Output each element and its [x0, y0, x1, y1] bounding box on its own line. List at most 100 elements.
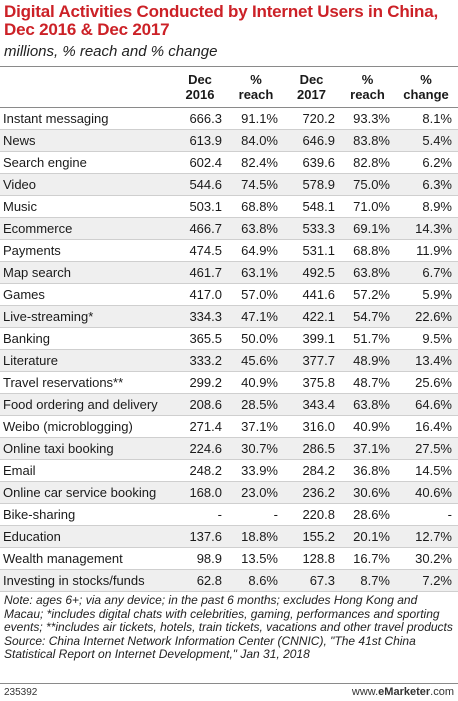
cell-reach-2016: 50.0%	[234, 327, 288, 350]
row-label: Literature	[0, 349, 178, 372]
table-row: Live-streaming* 334.3 47.1% 422.1 54.7% 22.6%	[0, 305, 458, 328]
header-label	[0, 66, 178, 108]
cell-reach-2016: 45.6%	[234, 349, 288, 372]
cell-dec-2016: 365.5	[178, 327, 234, 350]
cell-reach-2016: 23.0%	[234, 481, 288, 504]
cell-dec-2016: 62.8	[178, 569, 234, 592]
cell-dec-2016: 666.3	[178, 107, 234, 130]
cell-reach-2017: 54.7%	[345, 305, 400, 328]
cell-dec-2017: 531.1	[288, 239, 345, 262]
cell-dec-2016: 248.2	[178, 459, 234, 482]
header-change: % change	[400, 66, 458, 108]
cell-reach-2016: 8.6%	[234, 569, 288, 592]
cell-reach-2017: 83.8%	[345, 129, 400, 152]
cell-reach-2016: 18.8%	[234, 525, 288, 548]
cell-reach-2016: 13.5%	[234, 547, 288, 570]
row-label: Weibo (microblogging)	[0, 415, 178, 438]
cell-dec-2017: 492.5	[288, 261, 345, 284]
row-label: Bike-sharing	[0, 503, 178, 526]
cell-reach-2016: 47.1%	[234, 305, 288, 328]
cell-reach-2017: 16.7%	[345, 547, 400, 570]
cell-reach-2017: 57.2%	[345, 283, 400, 306]
row-label: Wealth management	[0, 547, 178, 570]
cell-dec-2017: 548.1	[288, 195, 345, 218]
row-label: Music	[0, 195, 178, 218]
cell-dec-2016: 544.6	[178, 173, 234, 196]
cell-reach-2017: 82.8%	[345, 151, 400, 174]
table-row: Literature 333.2 45.6% 377.7 48.9% 13.4%	[0, 349, 458, 372]
cell-reach-2016: 63.8%	[234, 217, 288, 240]
cell-reach-2017: 30.6%	[345, 481, 400, 504]
cell-change: 8.9%	[400, 195, 458, 218]
table-row: Food ordering and delivery 208.6 28.5% 343.…	[0, 393, 458, 416]
cell-dec-2017: 646.9	[288, 129, 345, 152]
cell-reach-2016: 33.9%	[234, 459, 288, 482]
cell-change: 22.6%	[400, 305, 458, 328]
table-body: Instant messaging 666.3 91.1% 720.2 93.3% 8.1…	[0, 107, 458, 592]
source-text: Source: China Internet Network Informati…	[4, 633, 416, 661]
cell-change: 6.3%	[400, 173, 458, 196]
cell-dec-2017: 422.1	[288, 305, 345, 328]
header-reach-2016: % reach	[234, 66, 288, 108]
cell-dec-2016: 271.4	[178, 415, 234, 438]
cell-dec-2016: 208.6	[178, 393, 234, 416]
cell-reach-2017: 36.8%	[345, 459, 400, 482]
cell-reach-2017: 68.8%	[345, 239, 400, 262]
table-row: Education 137.6 18.8% 155.2 20.1% 12.7%	[0, 525, 458, 548]
row-label: Travel reservations**	[0, 371, 178, 394]
row-label: Map search	[0, 261, 178, 284]
cell-dec-2017: 316.0	[288, 415, 345, 438]
cell-reach-2016: 68.8%	[234, 195, 288, 218]
cell-reach-2016: 63.1%	[234, 261, 288, 284]
cell-dec-2017: 236.2	[288, 481, 345, 504]
brand-link[interactable]: www.eMarketer.com	[351, 686, 454, 698]
cell-dec-2016: 168.0	[178, 481, 234, 504]
row-label: Instant messaging	[0, 107, 178, 130]
chart-subtitle: millions, % reach and % change	[4, 43, 218, 60]
cell-dec-2016: 461.7	[178, 261, 234, 284]
cell-change: 27.5%	[400, 437, 458, 460]
row-label: Email	[0, 459, 178, 482]
cell-reach-2017: 8.7%	[345, 569, 400, 592]
cell-reach-2017: 75.0%	[345, 173, 400, 196]
row-label: Live-streaming*	[0, 305, 178, 328]
cell-change: 13.4%	[400, 349, 458, 372]
cell-dec-2017: 375.8	[288, 371, 345, 394]
cell-change: 16.4%	[400, 415, 458, 438]
table-row: Banking 365.5 50.0% 399.1 51.7% 9.5%	[0, 327, 458, 350]
header-reach-2017: % reach	[345, 66, 400, 108]
footnote: Note: ages 6+; via any device; in the pa…	[4, 593, 456, 662]
cell-dec-2016: 299.2	[178, 371, 234, 394]
cell-reach-2016: 37.1%	[234, 415, 288, 438]
row-label: News	[0, 129, 178, 152]
row-label: Games	[0, 283, 178, 306]
footer: 235392 www.eMarketer.com	[0, 683, 458, 701]
cell-reach-2017: 51.7%	[345, 327, 400, 350]
table-row: Instant messaging 666.3 91.1% 720.2 93.3% 8.1…	[0, 107, 458, 130]
cell-reach-2017: 28.6%	[345, 503, 400, 526]
row-label: Investing in stocks/funds	[0, 569, 178, 592]
cell-reach-2016: 91.1%	[234, 107, 288, 130]
cell-dec-2017: 128.8	[288, 547, 345, 570]
cell-dec-2017: 578.9	[288, 173, 345, 196]
cell-dec-2017: 286.5	[288, 437, 345, 460]
table-row: News 613.9 84.0% 646.9 83.8% 5.4%	[0, 129, 458, 152]
table-row: Online taxi booking 224.6 30.7% 286.5 37.1% 2…	[0, 437, 458, 460]
cell-dec-2016: 613.9	[178, 129, 234, 152]
chart-id: 235392	[4, 687, 38, 698]
table-row: Payments 474.5 64.9% 531.1 68.8% 11.9%	[0, 239, 458, 262]
row-label: Food ordering and delivery	[0, 393, 178, 416]
cell-reach-2016: 28.5%	[234, 393, 288, 416]
table-row: Travel reservations** 299.2 40.9% 375.8 48.7…	[0, 371, 458, 394]
cell-dec-2017: 155.2	[288, 525, 345, 548]
cell-change: 6.2%	[400, 151, 458, 174]
cell-reach-2017: 37.1%	[345, 437, 400, 460]
row-label: Online car service booking	[0, 481, 178, 504]
row-label: Banking	[0, 327, 178, 350]
table-row: Video 544.6 74.5% 578.9 75.0% 6.3%	[0, 173, 458, 196]
cell-change: 14.5%	[400, 459, 458, 482]
cell-change: 7.2%	[400, 569, 458, 592]
cell-dec-2016: 224.6	[178, 437, 234, 460]
cell-dec-2016: -	[178, 503, 234, 526]
cell-reach-2017: 71.0%	[345, 195, 400, 218]
